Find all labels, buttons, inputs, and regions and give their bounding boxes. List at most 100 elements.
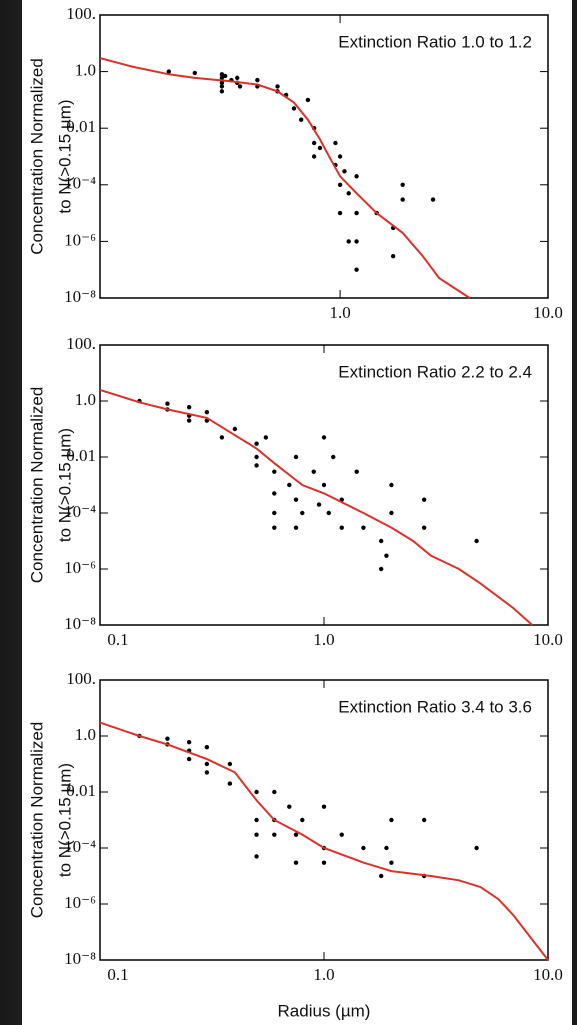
data-point (339, 832, 344, 837)
x-tick-label: 10.0 (533, 630, 563, 649)
data-point (346, 239, 351, 244)
data-point (305, 97, 311, 103)
data-point (361, 525, 366, 530)
fit-curve (99, 388, 533, 626)
data-point (378, 566, 384, 572)
data-point (219, 84, 225, 89)
data-point (204, 744, 210, 750)
data-point (293, 832, 299, 837)
data-point (421, 497, 427, 502)
y-axis-label: Concentration Normalized (27, 387, 46, 584)
y-axis-label: to N(>0.15 µm) (55, 99, 74, 213)
data-point (272, 469, 277, 474)
chart-title: Extinction Ratio 2.2 to 2.4 (338, 362, 532, 381)
y-axis-label: to N(>0.15 µm) (55, 428, 74, 542)
data-point (287, 482, 292, 488)
data-point (326, 510, 331, 516)
data-point (317, 145, 323, 151)
data-point (354, 174, 359, 179)
data-point (237, 84, 243, 89)
data-point (321, 860, 327, 865)
data-point (165, 401, 170, 406)
y-tick-label: 10⁻⁸ (64, 614, 96, 633)
data-point (272, 510, 277, 516)
x-axis-label: Radius (µm) (278, 1001, 371, 1020)
data-point (227, 761, 233, 767)
data-point (272, 525, 277, 530)
data-point (287, 804, 292, 809)
data-point (254, 817, 259, 823)
data-point (219, 89, 225, 94)
data-point (235, 75, 240, 81)
fit-curve (99, 721, 549, 961)
data-point (389, 817, 394, 823)
y-tick-label: 10⁻⁸ (64, 287, 96, 306)
data-point (293, 525, 299, 530)
x-tick-label: 1.0 (313, 965, 334, 984)
data-point (311, 469, 316, 474)
data-point (219, 72, 225, 77)
data-point (219, 75, 225, 81)
figure-background (22, 0, 572, 1025)
y-tick-label: 100. (66, 334, 96, 353)
data-point (204, 761, 210, 767)
data-point (222, 73, 228, 79)
y-axis-label: Concentration Normalized (27, 58, 46, 255)
x-tick-label: 10.0 (533, 965, 563, 984)
data-point (275, 84, 280, 89)
x-tick-label: 1.0 (313, 630, 334, 649)
y-tick-label: 10⁻⁴ (64, 174, 96, 193)
data-point (400, 182, 405, 187)
y-tick-label: 100. (66, 669, 96, 688)
y-tick-label: 0.01 (66, 781, 96, 800)
data-point (316, 502, 322, 507)
data-point (254, 832, 259, 837)
data-point (293, 497, 299, 502)
data-point (299, 117, 304, 122)
y-tick-label: 10⁻⁴ (64, 837, 96, 856)
data-point (389, 482, 394, 488)
data-point (337, 210, 343, 216)
data-point (354, 210, 359, 216)
y-tick-label: 10⁻⁶ (64, 230, 96, 249)
fit-curve (99, 57, 471, 299)
data-point (354, 469, 359, 474)
data-point (219, 435, 225, 440)
y-tick-label: 1.0 (75, 725, 96, 744)
data-point (293, 454, 299, 460)
data-point (311, 154, 317, 159)
data-point (311, 140, 317, 146)
data-point (337, 154, 343, 159)
chart-title: Extinction Ratio 3.4 to 3.6 (338, 697, 532, 716)
x-tick-label: 0.1 (107, 630, 128, 649)
y-tick-label: 1.0 (75, 390, 96, 409)
data-point (384, 845, 389, 851)
data-point (321, 482, 327, 488)
y-tick-label: 10⁻⁶ (64, 893, 96, 912)
data-point (346, 191, 351, 196)
y-tick-label: 100. (66, 4, 96, 23)
data-point (186, 418, 192, 423)
data-point (186, 740, 192, 745)
data-point (331, 454, 336, 460)
data-point (339, 525, 344, 530)
data-point (204, 770, 210, 775)
data-point (204, 409, 210, 415)
data-point (263, 435, 269, 440)
data-point (421, 817, 427, 823)
data-point (430, 197, 436, 202)
data-point (272, 832, 277, 837)
data-point (192, 70, 197, 76)
data-point (400, 197, 405, 202)
data-point (354, 267, 359, 272)
data-point (254, 454, 259, 460)
data-point (354, 239, 359, 244)
data-point (272, 491, 277, 496)
data-point (254, 854, 259, 859)
y-tick-label: 0.01 (66, 117, 96, 136)
data-point (232, 426, 238, 432)
y-tick-label: 10⁻⁶ (64, 558, 96, 577)
y-axis-label: to N(>0.15 µm) (55, 763, 74, 877)
y-tick-label: 10⁻⁸ (64, 949, 96, 968)
